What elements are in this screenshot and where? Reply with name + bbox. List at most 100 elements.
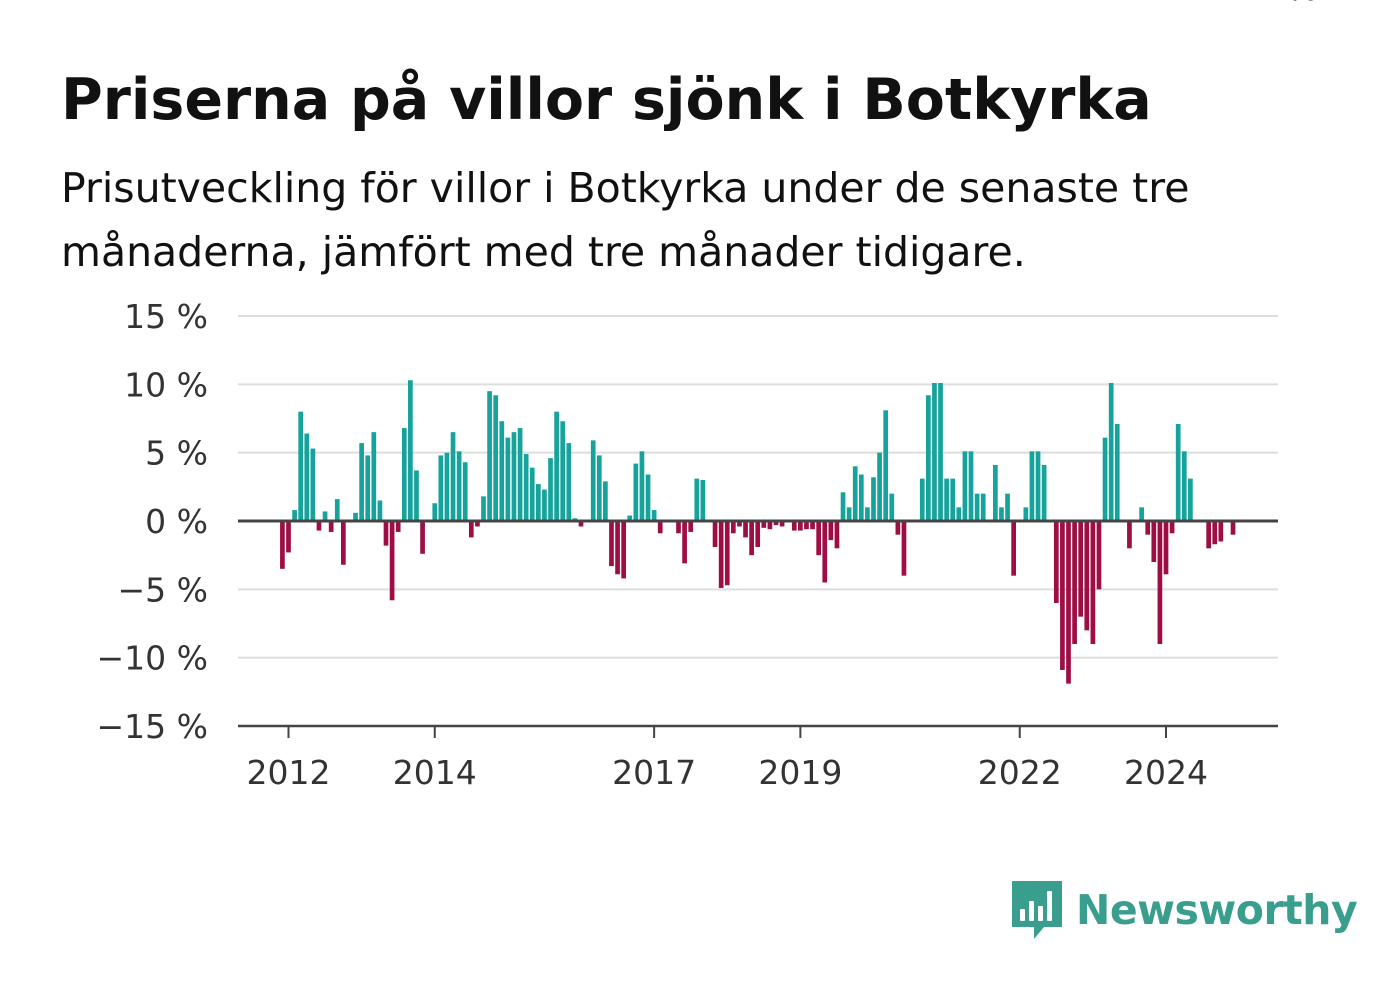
bar	[1181, 451, 1187, 521]
bar	[737, 521, 742, 527]
bar	[560, 421, 566, 521]
axes	[238, 519, 1278, 728]
bar	[639, 451, 645, 521]
bar	[468, 521, 474, 538]
bar	[700, 480, 706, 521]
bar	[529, 467, 535, 521]
bar	[816, 521, 822, 556]
bar	[340, 521, 346, 565]
y-tick-label: 10 %	[124, 365, 208, 404]
bar	[1230, 521, 1236, 535]
bar	[493, 395, 499, 521]
bar	[286, 521, 291, 553]
bar	[730, 521, 736, 534]
bar	[322, 511, 328, 521]
bar	[1011, 521, 1017, 576]
bar	[871, 477, 876, 521]
bar	[865, 507, 870, 521]
bar	[1145, 521, 1151, 535]
bar	[566, 443, 572, 521]
bar	[420, 521, 425, 554]
y-tick-label: −15 %	[97, 707, 209, 746]
bar	[834, 521, 840, 549]
bar	[395, 521, 401, 532]
bar	[688, 521, 694, 532]
bar	[542, 489, 547, 521]
bar	[1035, 451, 1041, 521]
bar	[877, 452, 882, 521]
bar	[810, 521, 815, 530]
bar	[389, 521, 395, 601]
bar	[1060, 521, 1065, 670]
bar	[450, 432, 456, 521]
bar	[603, 481, 608, 521]
bar	[779, 521, 785, 527]
bar	[462, 462, 468, 521]
bar	[999, 507, 1004, 521]
brand-name: Newsworthy	[1076, 886, 1358, 934]
bar	[852, 466, 858, 521]
bar	[365, 455, 371, 521]
bar	[590, 440, 596, 521]
y-tick-label: 15 %	[124, 297, 208, 336]
bar	[1053, 521, 1059, 603]
bar	[840, 492, 846, 521]
bar	[401, 428, 407, 521]
bar	[993, 464, 998, 521]
bar	[749, 521, 754, 556]
newsworthy-logo: Newsworthy	[1010, 878, 1358, 942]
bar	[798, 521, 803, 531]
bar	[517, 428, 523, 521]
bar	[1139, 507, 1144, 521]
bar	[280, 521, 285, 569]
bar	[359, 443, 364, 521]
bar	[925, 395, 931, 521]
bar	[804, 521, 809, 530]
chart-title: Priserna på villor sjönk i Botkyrka	[61, 67, 1152, 133]
bar	[974, 493, 980, 521]
bar	[633, 463, 639, 521]
bar	[414, 470, 419, 521]
bar	[1084, 521, 1090, 631]
bar	[334, 499, 340, 521]
bar	[846, 507, 852, 521]
bar	[1169, 521, 1175, 534]
bar	[1206, 521, 1212, 549]
y-axis-tick-labels: 15 % 10 % 5 % 0 % −5 % −10 % −15 %	[97, 297, 209, 746]
bar	[791, 521, 797, 531]
bar	[645, 474, 651, 521]
bar	[523, 454, 529, 521]
bar	[475, 521, 480, 527]
bar	[1157, 521, 1163, 644]
bar	[968, 451, 974, 521]
bar	[858, 474, 864, 521]
bar	[535, 484, 541, 521]
bar	[316, 521, 322, 531]
bar	[353, 512, 358, 521]
newsworthy-logo-icon	[1012, 881, 1062, 939]
bar	[615, 521, 620, 575]
bar	[883, 410, 889, 521]
annotations: −1 %	[1228, 0, 1319, 8]
y-tick-label: 0 %	[145, 502, 208, 541]
bar	[1114, 423, 1120, 521]
bar	[621, 521, 627, 579]
bar	[895, 521, 901, 535]
bar	[292, 510, 297, 521]
chart-subtitle: Prisutveckling för villor i Botkyrka und…	[61, 164, 1190, 276]
bar	[444, 452, 450, 521]
bar	[1218, 521, 1224, 542]
bar	[724, 521, 730, 586]
bar	[950, 478, 956, 521]
bar	[438, 455, 444, 521]
bar	[383, 521, 389, 546]
bar	[676, 521, 681, 534]
bar	[956, 507, 962, 521]
bar	[1029, 451, 1035, 521]
bar	[767, 521, 773, 530]
x-tick-label: 2024	[1124, 753, 1208, 792]
bar	[1078, 521, 1084, 617]
bar	[1188, 478, 1193, 521]
bar	[822, 521, 828, 583]
